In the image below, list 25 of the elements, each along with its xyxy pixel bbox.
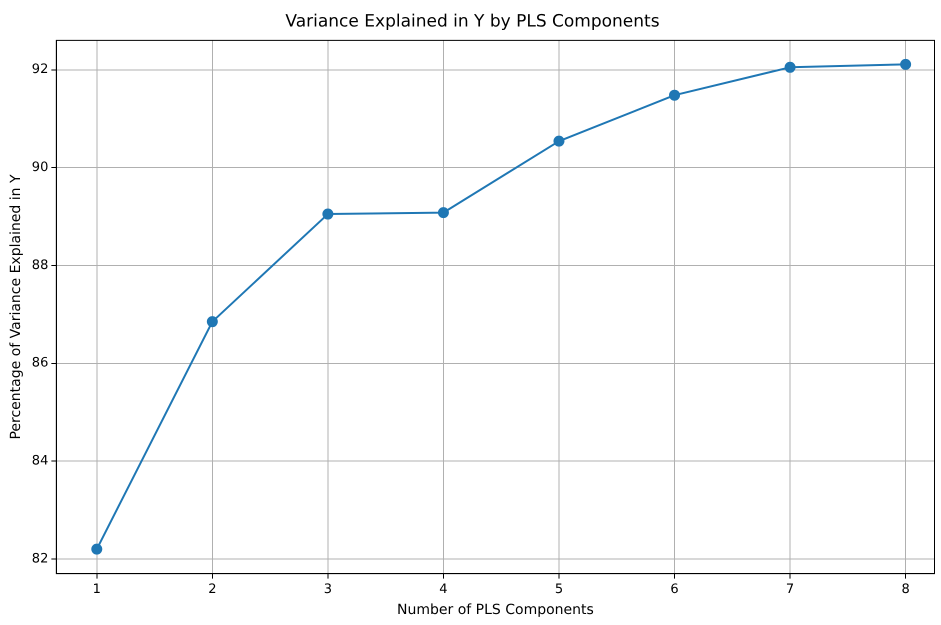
x-tick-label: 6 xyxy=(670,582,679,597)
point xyxy=(206,316,218,328)
x-tick-label: 8 xyxy=(901,582,910,597)
x-tick-label: 7 xyxy=(786,582,794,597)
y-axis-title: Percentage of Variance Explained in Y xyxy=(8,174,24,440)
x-tick-label: 3 xyxy=(324,582,332,597)
y-tick-label: 92 xyxy=(32,62,48,78)
chart-title: Variance Explained in Y by PLS Components xyxy=(285,12,660,32)
x-axis-title: Number of PLS Components xyxy=(397,602,594,618)
x-tick-label: 1 xyxy=(92,582,101,597)
y-tick-label: 88 xyxy=(32,258,48,273)
y-tick-label: 90 xyxy=(32,160,48,175)
point xyxy=(669,90,680,101)
y-tick-label: 82 xyxy=(32,551,48,566)
x-tick-label: 2 xyxy=(208,582,216,597)
point xyxy=(322,208,334,220)
point xyxy=(91,544,102,555)
x-tick-label: 5 xyxy=(554,582,564,597)
point xyxy=(784,62,796,73)
point xyxy=(438,207,449,218)
point xyxy=(900,58,912,70)
y-tick-label: 84 xyxy=(32,453,48,468)
y-tick-label: 86 xyxy=(32,356,48,371)
point xyxy=(553,136,564,147)
x-tick-label: 4 xyxy=(439,582,448,597)
